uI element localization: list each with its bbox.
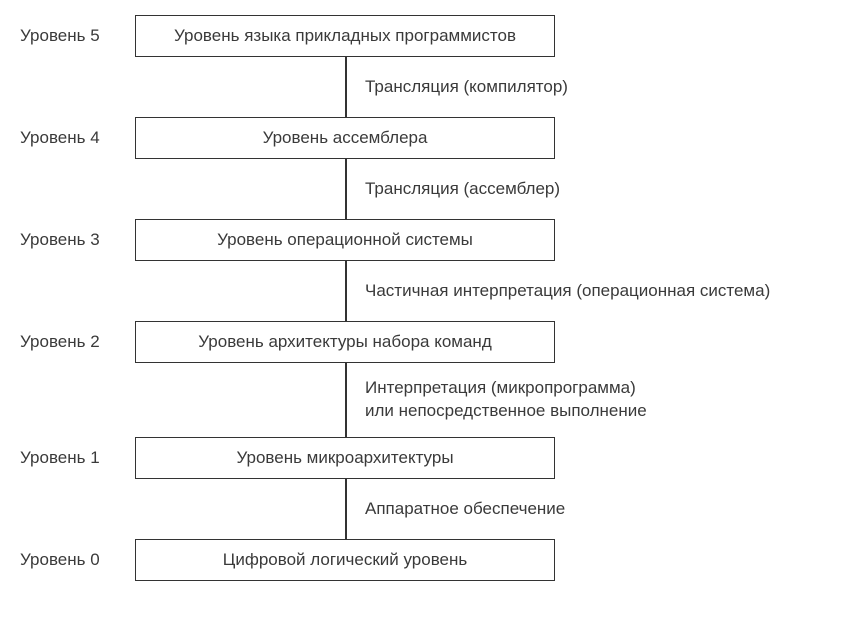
level-title: Уровень языка прикладных программистов [174,26,516,46]
level-label: Уровень 5 [20,26,135,46]
level-title: Уровень ассемблера [263,128,428,148]
connector-text: Аппаратное обеспечение [365,498,565,521]
level-title: Уровень архитектуры набора команд [198,332,491,352]
connector-line [345,363,347,437]
connector-1-0: Аппаратное обеспечение [20,479,830,539]
connector-5-4: Трансляция (компилятор) [20,57,830,117]
level-label: Уровень 1 [20,448,135,468]
connector-line [345,159,347,219]
connector-line [345,479,347,539]
connector-3-2: Частичная интерпретация (операционная си… [20,261,830,321]
level-title: Уровень операционной системы [217,230,473,250]
connector-text: Трансляция (компилятор) [365,76,568,99]
level-box: Цифровой логический уровень [135,539,555,581]
level-row-0: Уровень 0 Цифровой логический уровень [20,539,830,581]
connector-2-1: Интерпретация (микропрограмма) или непос… [20,363,830,437]
level-title: Цифровой логический уровень [223,550,467,570]
connector-line [345,261,347,321]
connector-4-3: Трансляция (ассемблер) [20,159,830,219]
connector-text: Трансляция (ассемблер) [365,178,560,201]
level-row-3: Уровень 3 Уровень операционной системы [20,219,830,261]
level-row-1: Уровень 1 Уровень микроархитектуры [20,437,830,479]
level-label: Уровень 0 [20,550,135,570]
level-label: Уровень 2 [20,332,135,352]
level-row-5: Уровень 5 Уровень языка прикладных прогр… [20,15,830,57]
level-box: Уровень языка прикладных программистов [135,15,555,57]
level-box: Уровень микроархитектуры [135,437,555,479]
connector-line [345,57,347,117]
level-row-2: Уровень 2 Уровень архитектуры набора ком… [20,321,830,363]
level-title: Уровень микроархитектуры [236,448,453,468]
level-box: Уровень ассемблера [135,117,555,159]
level-row-4: Уровень 4 Уровень ассемблера [20,117,830,159]
level-box: Уровень архитектуры набора команд [135,321,555,363]
connector-text: Интерпретация (микропрограмма) или непос… [365,377,647,423]
connector-text: Частичная интерпретация (операционная си… [365,280,770,303]
level-box: Уровень операционной системы [135,219,555,261]
level-label: Уровень 4 [20,128,135,148]
level-label: Уровень 3 [20,230,135,250]
